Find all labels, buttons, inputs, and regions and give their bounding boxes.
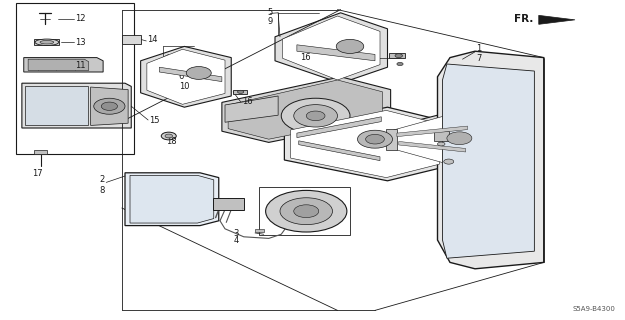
Circle shape: [366, 134, 384, 144]
Circle shape: [101, 102, 118, 110]
Polygon shape: [442, 64, 534, 258]
Circle shape: [294, 205, 319, 218]
Text: 12: 12: [75, 14, 86, 23]
Polygon shape: [255, 229, 264, 232]
Text: 1: 1: [476, 44, 481, 53]
Text: 18: 18: [166, 137, 176, 146]
Text: 9: 9: [268, 17, 272, 26]
Polygon shape: [399, 141, 466, 152]
Polygon shape: [438, 51, 544, 269]
Polygon shape: [222, 77, 391, 142]
Polygon shape: [233, 90, 247, 94]
Text: 7: 7: [476, 54, 482, 63]
Text: 10: 10: [179, 82, 189, 91]
Circle shape: [280, 198, 332, 225]
Polygon shape: [125, 173, 219, 226]
Polygon shape: [91, 87, 128, 125]
Polygon shape: [16, 3, 134, 154]
Text: 11: 11: [75, 61, 86, 70]
Polygon shape: [297, 45, 375, 61]
Circle shape: [238, 90, 244, 93]
Circle shape: [397, 62, 403, 66]
Text: 14: 14: [147, 36, 158, 44]
Polygon shape: [24, 58, 103, 72]
Circle shape: [447, 132, 472, 145]
Circle shape: [94, 98, 125, 114]
Polygon shape: [159, 67, 222, 82]
Polygon shape: [34, 150, 47, 154]
Text: 4: 4: [233, 236, 238, 245]
Text: S5A9-B4300: S5A9-B4300: [572, 306, 616, 312]
Polygon shape: [275, 13, 388, 83]
Text: 17: 17: [32, 169, 43, 178]
Circle shape: [165, 134, 172, 138]
Polygon shape: [141, 46, 231, 107]
Text: 5: 5: [268, 8, 272, 17]
Polygon shape: [386, 129, 397, 150]
Circle shape: [281, 98, 350, 133]
Polygon shape: [297, 117, 381, 138]
Polygon shape: [225, 96, 278, 122]
Text: 8: 8: [99, 186, 105, 195]
Circle shape: [266, 190, 347, 232]
Polygon shape: [388, 114, 475, 165]
Polygon shape: [397, 126, 468, 137]
Ellipse shape: [35, 39, 59, 45]
Circle shape: [438, 142, 445, 146]
Circle shape: [294, 105, 338, 127]
Text: 13: 13: [75, 38, 86, 47]
Polygon shape: [291, 110, 439, 178]
Polygon shape: [130, 175, 214, 223]
Circle shape: [336, 39, 364, 53]
Circle shape: [306, 111, 325, 121]
Text: 3: 3: [233, 229, 239, 238]
Polygon shape: [28, 59, 89, 70]
Polygon shape: [22, 83, 131, 128]
Polygon shape: [213, 198, 244, 210]
Circle shape: [357, 130, 392, 148]
Polygon shape: [147, 49, 225, 104]
Text: 16: 16: [242, 97, 253, 106]
Text: 6: 6: [179, 72, 184, 81]
Polygon shape: [389, 53, 405, 58]
Circle shape: [395, 54, 402, 58]
Polygon shape: [539, 15, 575, 24]
Circle shape: [161, 132, 176, 140]
Text: FR.: FR.: [514, 14, 533, 24]
Polygon shape: [228, 80, 382, 139]
Polygon shape: [284, 107, 447, 181]
Text: 2: 2: [100, 175, 105, 184]
Polygon shape: [434, 131, 449, 141]
Polygon shape: [299, 141, 380, 161]
Polygon shape: [25, 86, 88, 125]
Polygon shape: [34, 39, 59, 45]
Ellipse shape: [40, 41, 54, 44]
Circle shape: [444, 159, 454, 164]
Polygon shape: [282, 16, 380, 80]
Circle shape: [186, 67, 211, 79]
Polygon shape: [122, 35, 141, 44]
Text: 15: 15: [149, 116, 159, 125]
Text: 16: 16: [300, 53, 311, 62]
Polygon shape: [394, 116, 469, 163]
